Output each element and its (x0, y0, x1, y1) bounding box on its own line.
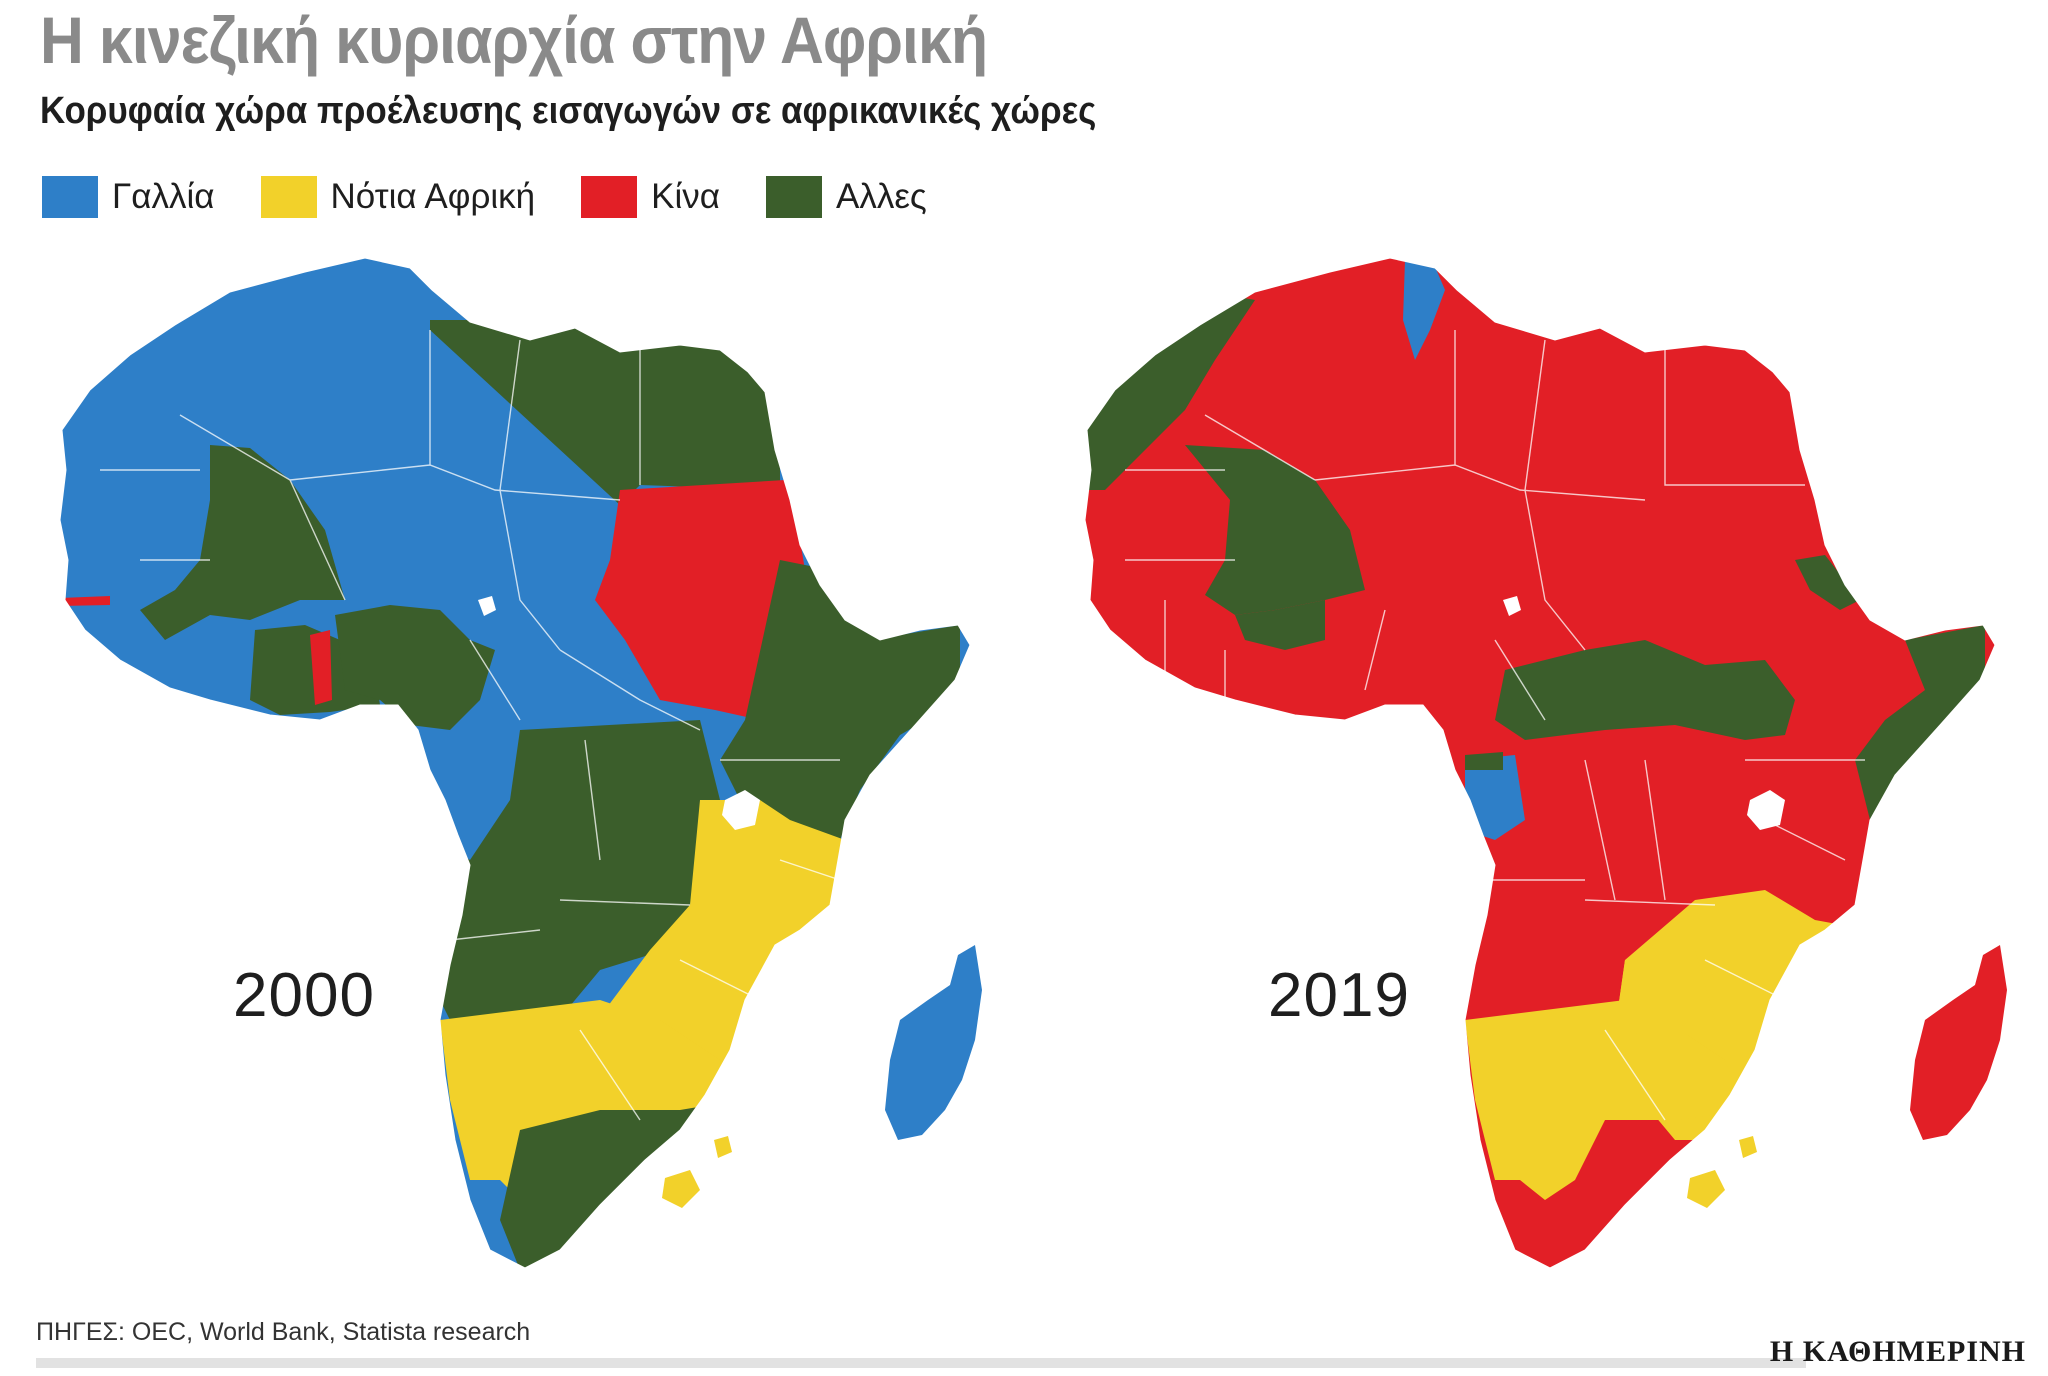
page-subtitle: Κορυφαία χώρα προέλευσης εισαγωγών σε αφ… (40, 90, 1097, 132)
region-2019-tunisia-france (1403, 258, 1445, 360)
legend-swatch-france (42, 176, 98, 218)
lake-chad-2019 (1503, 596, 1521, 616)
map-2019-svg (1084, 257, 2007, 1269)
region-2019-borders (1125, 330, 1865, 1121)
region-2019-zimbabwe-south-africa (1615, 950, 1715, 1040)
map-2000-svg (59, 257, 982, 1269)
legend-label-other: Αλλες (835, 177, 927, 216)
region-2019-somalia-other (1855, 625, 1985, 820)
footer-bar (36, 1358, 1806, 1368)
map-2000: 2000 (0, 0, 1024, 1300)
lake-victoria-2019 (1747, 790, 1785, 830)
legend: Γαλλία Νότια Αφρική Κίνα Αλλες (42, 176, 973, 218)
swaziland-2019-south-africa (1739, 1136, 1757, 1158)
region-2019-gabon-france (1465, 755, 1525, 840)
region-2019-eritrea-other (1795, 555, 1860, 610)
africa-2019-outline (1084, 257, 1996, 1269)
map-2019-regions (1085, 258, 1995, 1268)
region-2000-benin-china (310, 630, 332, 705)
region-2000-gambia-china (60, 596, 110, 606)
madagascar-2019-china (1910, 945, 2007, 1140)
region-2019-southwest-south-africa (1465, 1000, 1745, 1200)
legend-label-china: Κίνα (651, 177, 720, 216)
swaziland-2000-south-africa (714, 1136, 732, 1158)
source-note: ΠΗΓΕΣ: OEC, World Bank, Statista researc… (36, 1318, 531, 1346)
legend-swatch-other (765, 176, 822, 218)
region-2000-east-horn-other (720, 560, 960, 840)
legend-item-other: Αλλες (765, 176, 927, 218)
region-2019-burkina-other (1235, 600, 1325, 650)
region-2019-mali-other (1185, 445, 1365, 615)
africa-2000-outline (59, 257, 971, 1269)
region-2000-mali-other (140, 445, 345, 640)
legend-item-south-africa: Νότια Αφρική (260, 176, 536, 218)
map-2000-regions (60, 258, 970, 1268)
lesotho-2019-south-africa (1687, 1170, 1725, 1208)
year-label-2019: 2019 (1268, 961, 1410, 1030)
legend-label-south-africa: Νότια Αφρική (330, 177, 536, 216)
legend-item-china: Κίνα (581, 176, 720, 218)
madagascar-2000-france (885, 945, 982, 1140)
page-title: Η κινεζική κυριαρχία στην Αφρική (40, 3, 988, 77)
lake-victoria-2000 (722, 790, 760, 830)
legend-item-france: Γαλλία (42, 176, 215, 218)
legend-swatch-south-africa (260, 176, 317, 218)
legend-swatch-china (581, 176, 638, 218)
region-2000-south-other (500, 1100, 740, 1268)
region-2000-borders (100, 330, 841, 1121)
region-2000-congo-other (430, 720, 720, 1040)
region-2019-car-ssudan-other (1495, 640, 1795, 740)
region-2000-southwest-south-africa (440, 1000, 720, 1200)
region-2000-north-east-other (430, 320, 780, 505)
region-2000-sudan-china (595, 480, 810, 720)
region-2019-eq-guinea-other (1465, 752, 1503, 770)
publisher-logo: Η ΚΑΘΗΜΕΡΙΝΗ (1769, 1335, 2026, 1368)
legend-label-france: Γαλλία (112, 177, 215, 216)
map-2019: 2019 (1025, 0, 2048, 1300)
lake-chad-2000 (478, 596, 496, 616)
year-label-2000: 2000 (233, 961, 375, 1030)
region-2000-nigeria-other (335, 605, 495, 730)
lesotho-2000-south-africa (662, 1170, 700, 1208)
